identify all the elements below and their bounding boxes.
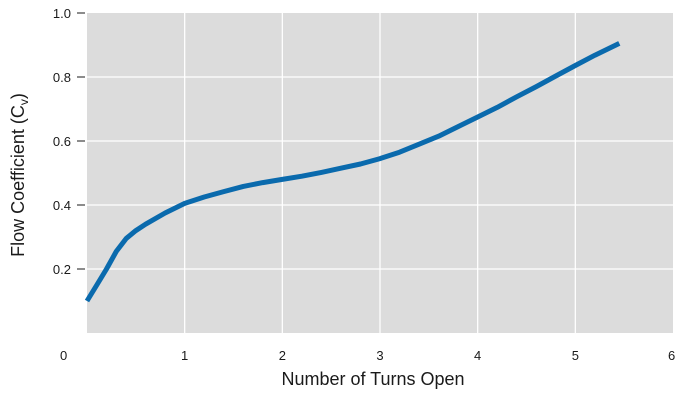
y-tick-label-3: 0.8 xyxy=(53,70,71,85)
x-tick-label-5: 5 xyxy=(572,348,579,363)
y-axis-title-subscript: v xyxy=(17,99,31,105)
y-tick-label-4: 1.0 xyxy=(53,6,71,21)
x-tick-label-1: 1 xyxy=(181,348,188,363)
y-tick-label-2: 0.6 xyxy=(53,134,71,149)
y-axis-ticks xyxy=(77,12,85,270)
x-tick-label-3: 3 xyxy=(376,348,383,363)
x-tick-label-6: 6 xyxy=(668,348,675,363)
y-tick-label-1: 0.4 xyxy=(53,198,71,213)
y-axis-title-main: Flow Coefficient (C xyxy=(8,105,28,257)
y-axis-title: Flow Coefficient (Cv) xyxy=(8,93,31,257)
y-axis-title-close: ) xyxy=(8,93,28,99)
series-line xyxy=(84,41,621,303)
gridlines xyxy=(87,13,673,333)
y-tick-labels: 0.2 0.4 0.6 0.8 1.0 xyxy=(53,6,71,277)
x-tick-label-2: 2 xyxy=(279,348,286,363)
x-axis-title: Number of Turns Open xyxy=(281,369,464,389)
x-tick-label-0: 0 xyxy=(60,348,67,363)
x-tick-label-4: 4 xyxy=(474,348,481,363)
y-tick-label-0: 0.2 xyxy=(53,262,71,277)
x-tick-labels: 0 1 2 3 4 5 6 xyxy=(60,348,675,363)
